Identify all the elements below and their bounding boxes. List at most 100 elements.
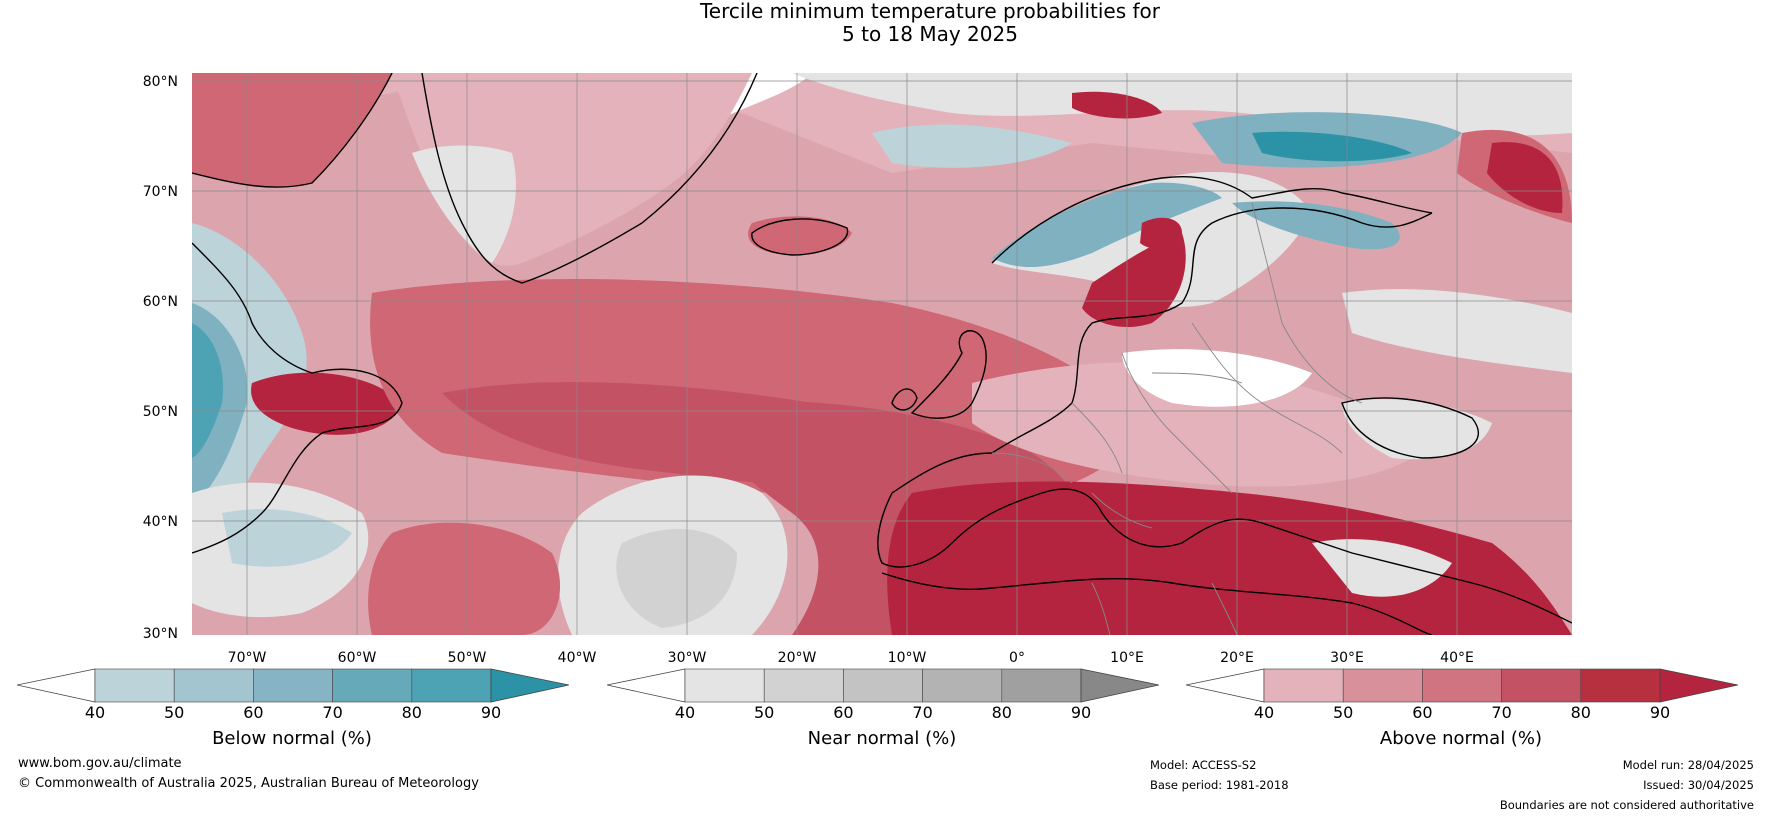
lat-label-30n: 30°N <box>142 626 178 642</box>
colorbar-segment <box>1501 668 1582 703</box>
region-near-black-sea <box>1342 399 1492 460</box>
country-borders <box>991 202 1363 635</box>
footer-base-period: Base period: 1981-2018 <box>1150 778 1289 792</box>
region-above-svalbard <box>1072 91 1162 119</box>
lon-label-20e: 20°E <box>1220 650 1254 666</box>
lon-label-50w: 50°W <box>447 650 487 666</box>
colorbar-tick-label: 50 <box>1333 703 1354 722</box>
coast-europe-north <box>891 207 1433 494</box>
border-line <box>1151 372 1243 384</box>
colorbar-title-below: Below normal (%) <box>212 728 372 749</box>
coast-greenland <box>421 73 758 284</box>
coast-ireland <box>891 388 918 411</box>
lat-label-80n: 80°N <box>142 74 178 90</box>
footer-copyright: © Commonwealth of Australia 2025, Austra… <box>18 776 479 791</box>
lon-label-10w: 10°W <box>887 650 927 666</box>
colorbar-tick-label: 80 <box>991 703 1012 722</box>
lon-label-20w: 20°W <box>777 650 817 666</box>
colorbar-below-normal <box>17 668 569 703</box>
title-line-1: Tercile minimum temperature probabilitie… <box>699 0 1161 23</box>
colorbar-extend-high <box>490 668 569 703</box>
colorbar-extend-high <box>1659 668 1738 703</box>
footer-model: Model: ACCESS-S2 <box>1150 758 1257 772</box>
colorbar-extend-low <box>1186 668 1265 703</box>
lat-label-40n: 40°N <box>142 514 178 530</box>
lat-label-70n: 70°N <box>142 184 178 200</box>
border-line <box>1121 352 1233 494</box>
region-near-azores-core <box>616 529 737 628</box>
lat-label-50n: 50°N <box>142 404 178 420</box>
colorbar-title-near: Near normal (%) <box>807 728 957 749</box>
colorbar-tick-label: 70 <box>1491 703 1512 722</box>
colorbar-segment <box>253 668 333 703</box>
colorbar-near-normal <box>607 668 1159 703</box>
lon-label-10e: 10°E <box>1110 650 1144 666</box>
border-line <box>1071 402 1123 474</box>
lon-label-30e: 30°E <box>1330 650 1364 666</box>
lat-label-60n: 60°N <box>142 294 178 310</box>
region-below-canada <box>192 223 307 553</box>
coast-mediterranean-north <box>877 488 1572 624</box>
colorbar-tick-label: 40 <box>1253 703 1275 722</box>
region-above-baffin <box>192 73 392 188</box>
colorbar-segment <box>411 668 492 703</box>
region-below-kola <box>1232 201 1400 250</box>
region-below-barents-core <box>1252 131 1412 162</box>
region-near-greenland-west <box>412 145 516 263</box>
colorbar-segment <box>94 668 175 703</box>
border-line <box>1091 492 1153 529</box>
coastlines <box>192 73 1572 635</box>
coast-britain <box>910 330 987 419</box>
region-above-st-lawrence <box>251 372 402 435</box>
region-below-norway <box>992 182 1222 268</box>
colorbar-tick-label: 60 <box>1412 703 1433 722</box>
colorbar-tick-label: 40 <box>84 703 106 722</box>
colorbar-segment <box>1342 668 1423 703</box>
colorbar-extend-high <box>1080 668 1159 703</box>
chart-title: Tercile minimum temperature probabilitie… <box>0 0 1770 46</box>
colorbar-tick-label: 50 <box>164 703 185 722</box>
colorbar-segment <box>763 668 844 703</box>
lon-label-0: 0° <box>1009 650 1025 666</box>
lon-label-70w: 70°W <box>227 650 267 666</box>
colorbar-segment <box>1580 668 1661 703</box>
region-above-mediterranean <box>887 481 1572 635</box>
colorbar-tick-label: 90 <box>1649 703 1671 722</box>
lon-label-30w: 30°W <box>667 650 707 666</box>
colorbar-tick-label: 90 <box>1070 703 1092 722</box>
gridlines <box>192 73 1572 635</box>
lon-label-40w: 40°W <box>557 650 597 666</box>
border-line <box>1251 202 1363 404</box>
region-below-canada-core <box>192 323 223 458</box>
colorbar-segment <box>1263 668 1344 703</box>
colorbar-tick-label: 40 <box>674 703 696 722</box>
coast-north-africa <box>881 572 1433 635</box>
border-line <box>1191 322 1343 454</box>
footer-model-run: Model run: 28/04/2025 <box>1622 758 1754 772</box>
colorbar-segment <box>843 668 923 703</box>
probability-map <box>192 73 1572 635</box>
coast-scandinavia <box>991 176 1433 264</box>
colorbar-segment <box>1001 668 1082 703</box>
colorbar-segment <box>1422 668 1502 703</box>
region-below-greenland-sea <box>872 124 1072 168</box>
colorbar-tick-label: 70 <box>912 703 933 722</box>
colorbar-tick-label: 70 <box>322 703 343 722</box>
border-line <box>1091 582 1111 635</box>
region-above-iceland <box>748 216 852 255</box>
colorbar-extend-low <box>17 668 96 703</box>
colorbar-segment <box>684 668 765 703</box>
region-above-central-europe <box>972 362 1432 487</box>
colorbar-tick-label: 60 <box>833 703 854 722</box>
colorbar-tick-label: 50 <box>754 703 775 722</box>
colorbar-segment <box>173 668 254 703</box>
region-below-us-east <box>222 509 352 567</box>
region-above-subtropics-west <box>368 522 561 635</box>
colorbar-above-normal <box>1186 668 1738 703</box>
title-line-2: 5 to 18 May 2025 <box>842 22 1018 46</box>
coast-baffin <box>192 73 393 188</box>
colorbar-title-above: Above normal (%) <box>1379 728 1543 749</box>
coast-iceland <box>751 218 849 256</box>
coast-black-sea <box>1341 397 1479 459</box>
colorbar-segment <box>922 668 1003 703</box>
